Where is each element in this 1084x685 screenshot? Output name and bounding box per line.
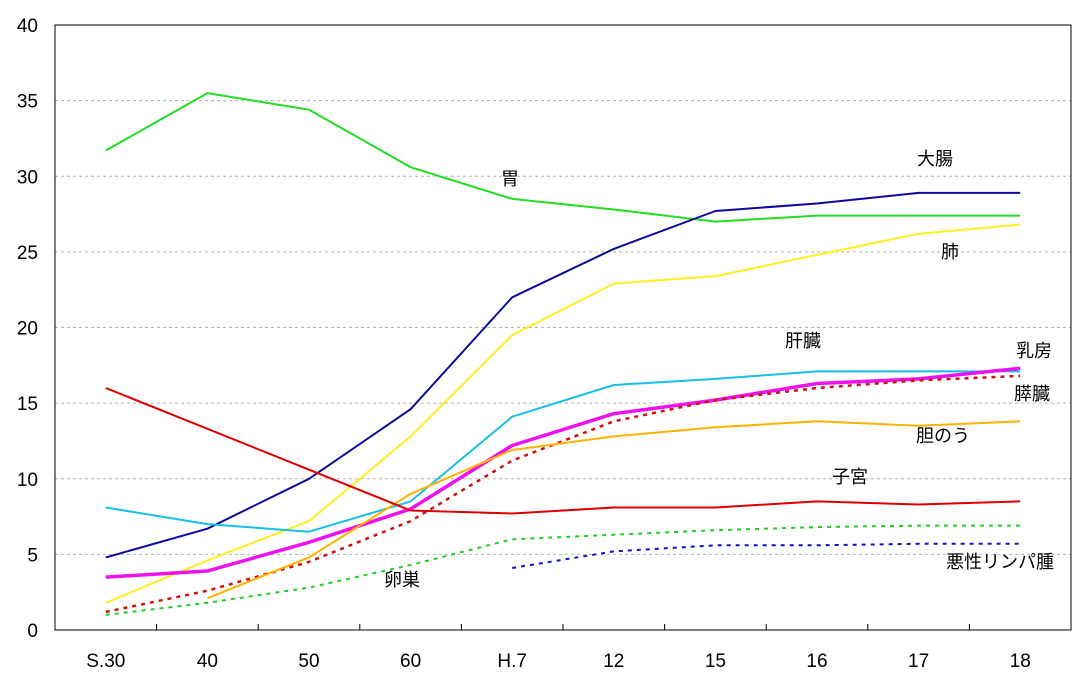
y-tick-label: 20 — [17, 319, 38, 340]
y-tick-label: 40 — [17, 16, 38, 37]
series-label: 肝臓 — [785, 331, 821, 352]
y-tick-label: 0 — [27, 621, 38, 642]
x-tick-label: 50 — [298, 651, 319, 672]
series-line — [105, 366, 1021, 579]
x-tick-label: 12 — [603, 651, 624, 672]
series-label: 子宮 — [832, 467, 868, 488]
series-line — [105, 191, 1021, 559]
y-axis: 0 5 10 15 20 25 30 35 40 — [17, 16, 38, 642]
series-line — [105, 223, 1021, 604]
x-tick-label: 18 — [1010, 651, 1031, 672]
x-tick-label: H.7 — [497, 651, 527, 672]
gridlines — [55, 100, 1071, 555]
y-tick-label: 35 — [17, 92, 38, 113]
series-label: 大腸 — [917, 149, 953, 170]
series-lines — [105, 92, 1021, 616]
y-tick-label: 10 — [17, 470, 38, 491]
y-tick-label: 30 — [17, 167, 38, 188]
series-label: 悪性リンパ腫 — [946, 552, 1054, 573]
series-label: 胃 — [501, 169, 519, 190]
x-tick-label: 16 — [806, 651, 827, 672]
x-tick-label: 40 — [197, 651, 218, 672]
series-label: 卵巣 — [384, 570, 420, 591]
y-tick-label: 15 — [17, 394, 38, 415]
x-tick-label: S.30 — [86, 651, 125, 672]
series-line — [105, 374, 1021, 614]
series-line — [105, 524, 1021, 616]
x-tick-label: 60 — [400, 651, 421, 672]
y-tick-label: 5 — [27, 545, 38, 566]
series-label: 乳房 — [1016, 341, 1052, 362]
series-line — [512, 542, 1021, 569]
series-line — [105, 92, 1021, 223]
y-tick-label: 25 — [17, 243, 38, 264]
series-label: 膵臓 — [1014, 384, 1050, 405]
x-axis: S.30 40 50 60 H.7 12 15 16 17 18 — [86, 624, 1031, 672]
series-line — [105, 387, 1021, 515]
series-label: 胆のう — [916, 426, 970, 447]
series-line — [207, 420, 1021, 600]
series-label: 肺 — [941, 242, 959, 263]
x-tick-label: 17 — [908, 651, 929, 672]
x-tick-label: 15 — [705, 651, 726, 672]
series-line — [105, 370, 1021, 533]
